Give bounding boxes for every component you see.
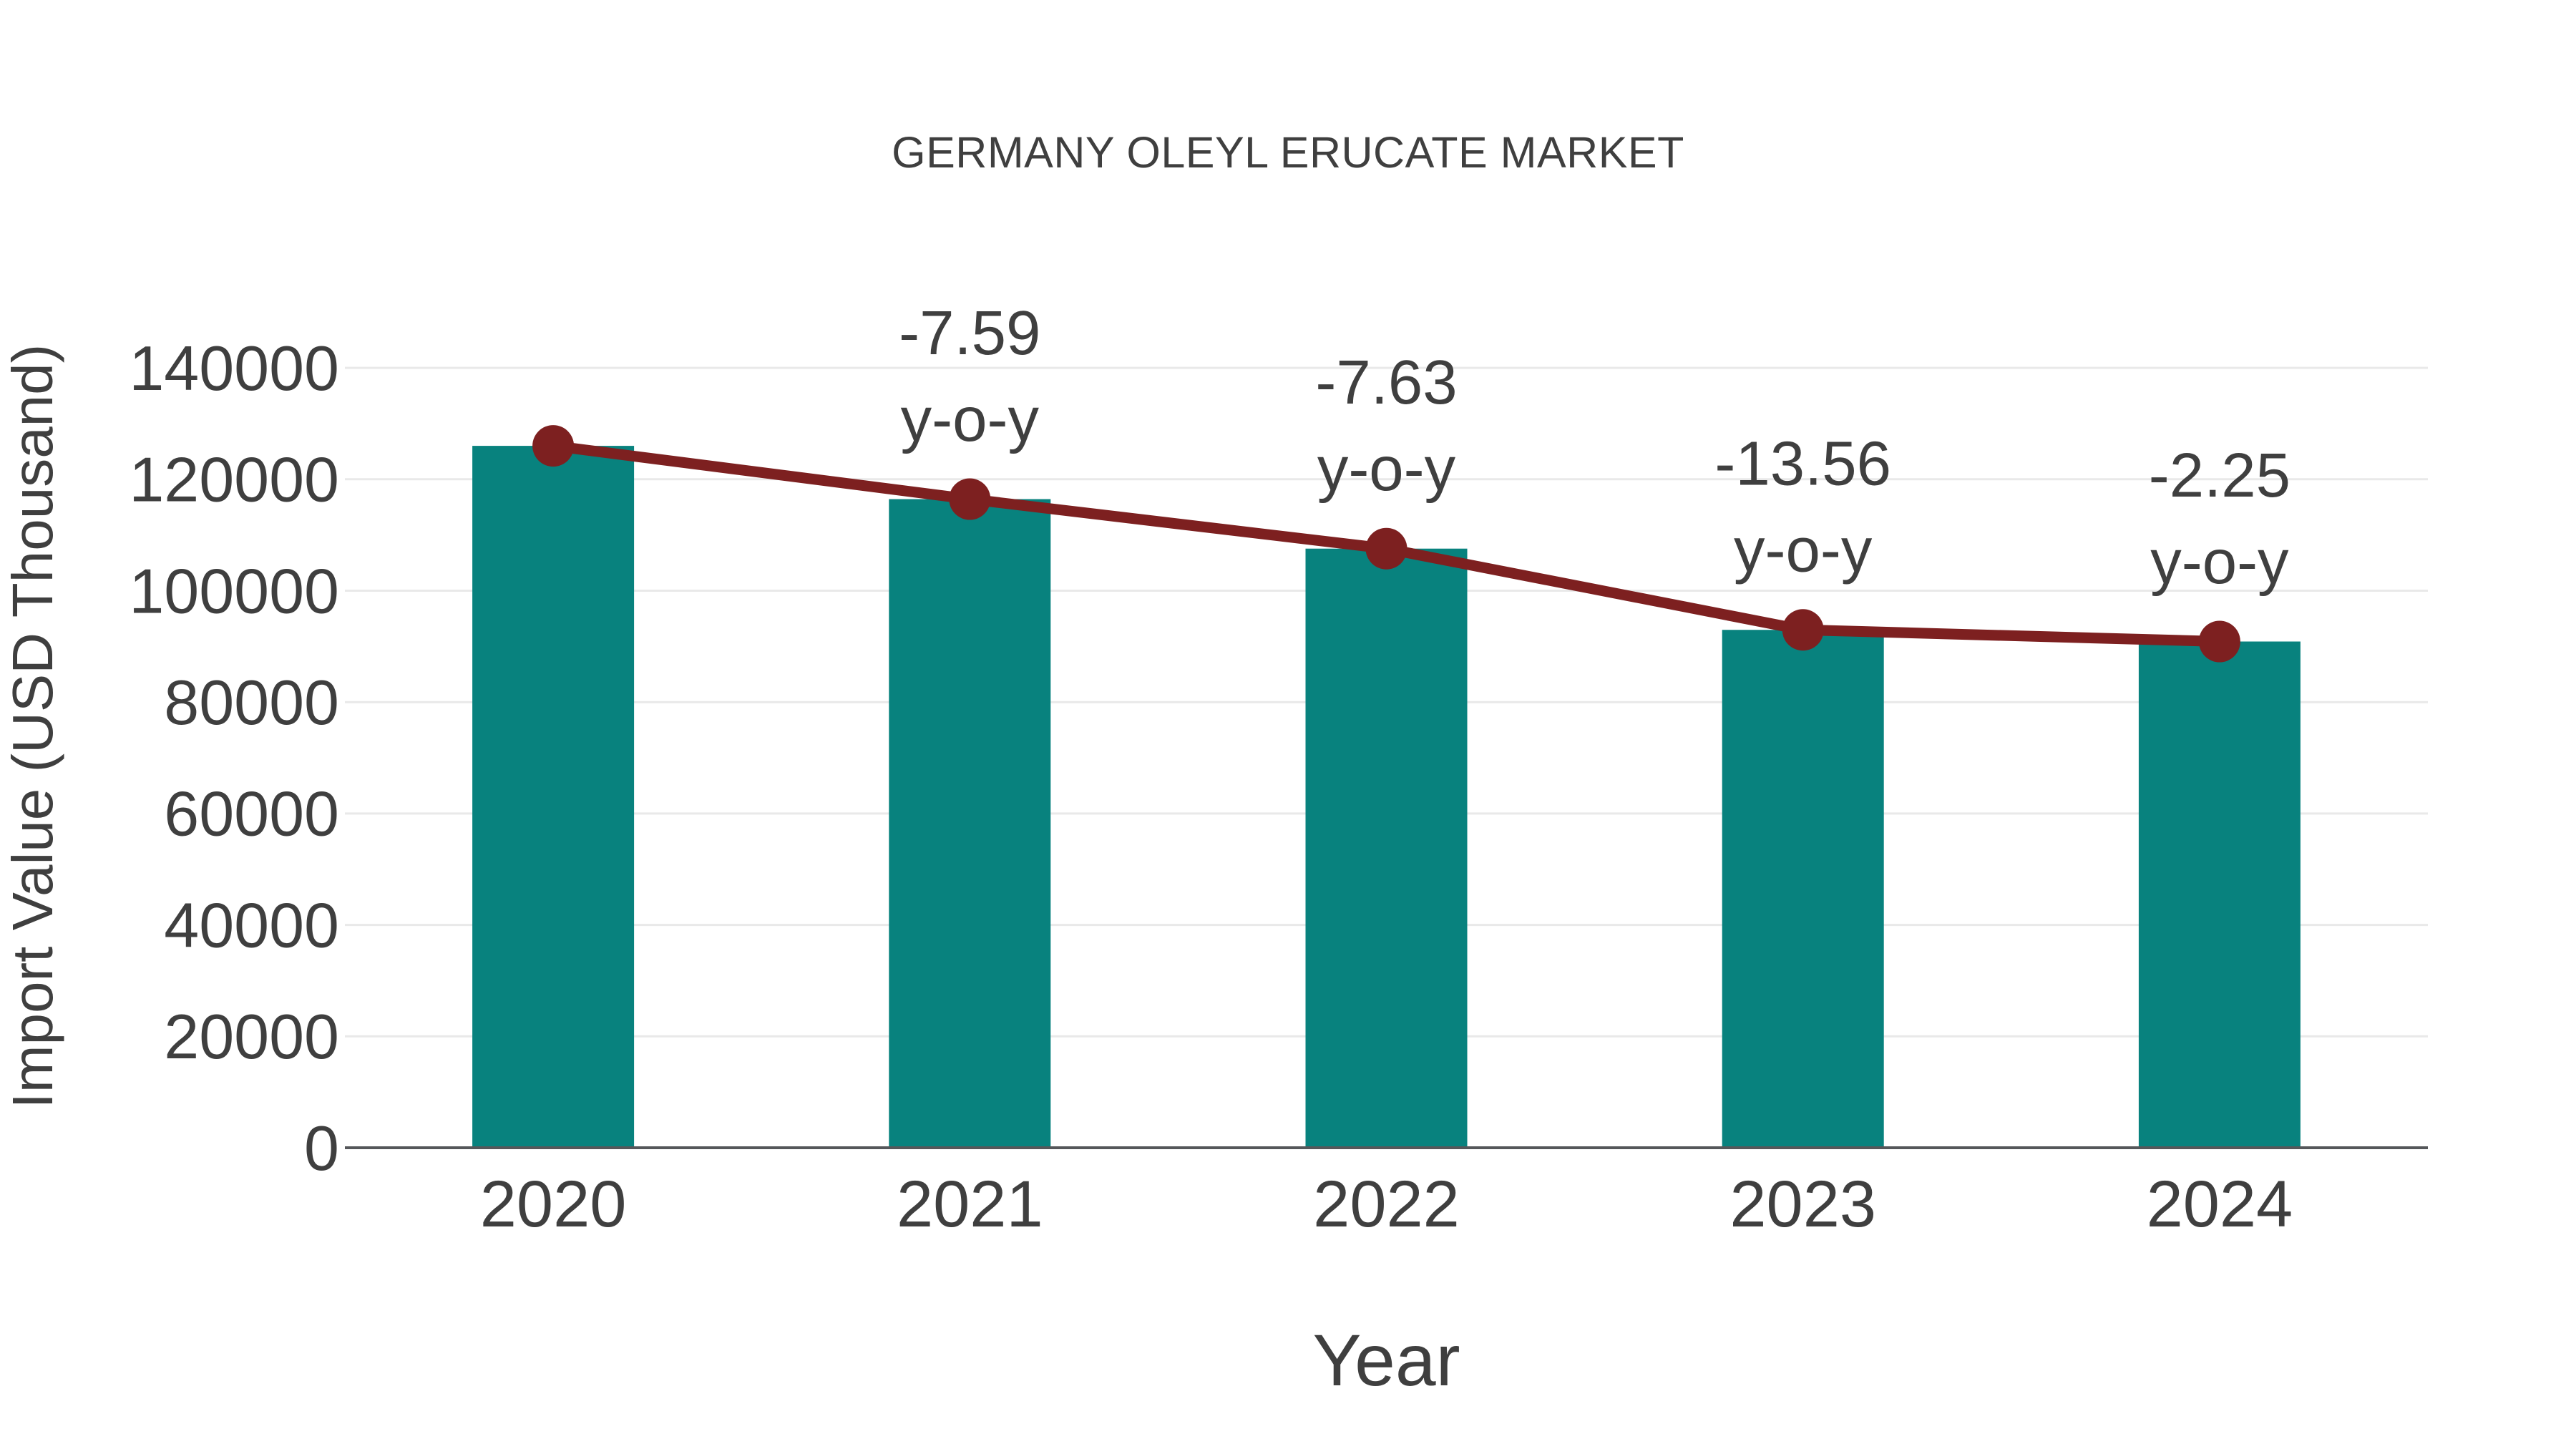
- marker-2021: [949, 478, 991, 520]
- annotation-suffix-2021: y-o-y: [901, 385, 1040, 454]
- x-tick-label: 2023: [1729, 1168, 1876, 1241]
- y-tick-label: 0: [304, 1113, 339, 1184]
- annotation-suffix-2024: y-o-y: [2150, 527, 2289, 597]
- annotation-value-2022: -7.63: [1315, 348, 1457, 417]
- x-tick-label: 2020: [480, 1168, 627, 1241]
- y-tick-label: 60000: [164, 779, 339, 849]
- annotation-value-2024: -2.25: [2149, 441, 2290, 510]
- marker-2023: [1782, 609, 1824, 651]
- y-tick-label: 20000: [164, 1001, 339, 1072]
- annotation-suffix-2022: y-o-y: [1317, 434, 1456, 504]
- marker-2022: [1365, 527, 1407, 570]
- y-tick-label: 120000: [129, 444, 339, 515]
- x-tick-label: 2022: [1313, 1168, 1460, 1241]
- y-tick-label: 100000: [129, 555, 339, 626]
- x-tick-label: 2021: [897, 1168, 1043, 1241]
- x-axis-title: Year: [1312, 1319, 1460, 1401]
- y-tick-label: 140000: [129, 333, 339, 404]
- bar-2024: [2138, 641, 2301, 1148]
- bar-2022: [1305, 548, 1468, 1148]
- y-tick-label: 40000: [164, 889, 339, 960]
- x-tick-label: 2024: [2147, 1168, 2293, 1241]
- annotation-value-2023: -13.56: [1714, 429, 1891, 499]
- bar-2023: [1722, 630, 1884, 1148]
- annotation-suffix-2023: y-o-y: [1734, 516, 1873, 585]
- marker-2024: [2198, 620, 2240, 663]
- bar-2021: [889, 499, 1051, 1148]
- y-tick-label: 80000: [164, 667, 339, 738]
- bar-2020: [472, 446, 635, 1148]
- chart-title: GERMANY OLEYL ERUCATE MARKET: [892, 128, 1684, 177]
- marker-2020: [532, 425, 575, 467]
- annotation-value-2021: -7.59: [899, 298, 1040, 368]
